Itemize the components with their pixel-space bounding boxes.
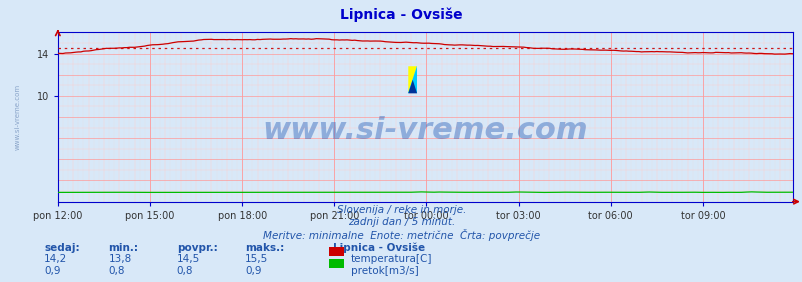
Text: zadnji dan / 5 minut.: zadnji dan / 5 minut. — [347, 217, 455, 227]
Text: 0,9: 0,9 — [245, 266, 261, 276]
Text: povpr.:: povpr.: — [176, 243, 217, 252]
Text: www.si-vreme.com: www.si-vreme.com — [14, 84, 20, 150]
Text: 0,9: 0,9 — [44, 266, 61, 276]
Text: 14,5: 14,5 — [176, 254, 200, 264]
Text: 13,8: 13,8 — [108, 254, 132, 264]
Text: sedaj:: sedaj: — [44, 243, 79, 252]
Text: Meritve: minimalne  Enote: metrične  Črta: povprečje: Meritve: minimalne Enote: metrične Črta:… — [262, 229, 540, 241]
Text: Lipnica - Ovsiše: Lipnica - Ovsiše — [333, 243, 425, 253]
Text: www.si-vreme.com: www.si-vreme.com — [262, 116, 587, 145]
Text: 0,8: 0,8 — [108, 266, 125, 276]
Text: Lipnica - Ovsiše: Lipnica - Ovsiše — [340, 7, 462, 21]
Polygon shape — [407, 66, 416, 93]
Text: 14,2: 14,2 — [44, 254, 67, 264]
Text: 15,5: 15,5 — [245, 254, 268, 264]
Polygon shape — [407, 66, 416, 93]
Text: pretok[m3/s]: pretok[m3/s] — [350, 266, 418, 276]
Text: min.:: min.: — [108, 243, 138, 252]
Text: 0,8: 0,8 — [176, 266, 193, 276]
Polygon shape — [407, 80, 416, 93]
Text: maks.:: maks.: — [245, 243, 284, 252]
Text: temperatura[C]: temperatura[C] — [350, 254, 431, 264]
Text: Slovenija / reke in morje.: Slovenija / reke in morje. — [336, 205, 466, 215]
